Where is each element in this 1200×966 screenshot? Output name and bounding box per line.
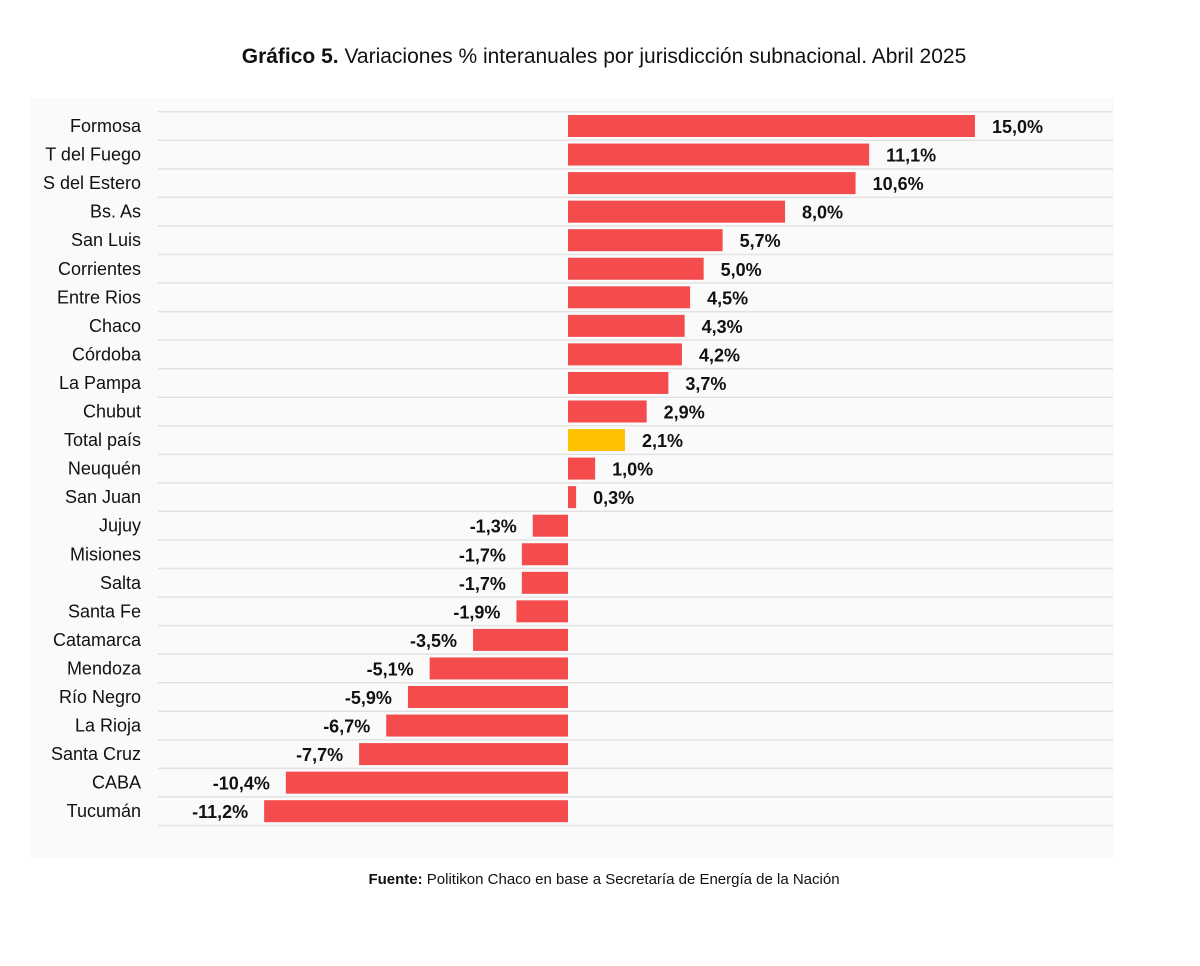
value-label: 3,7% bbox=[685, 374, 726, 394]
bar bbox=[568, 429, 625, 452]
value-label: 2,1% bbox=[642, 431, 683, 451]
bar bbox=[568, 457, 596, 480]
category-label: Bs. As bbox=[90, 202, 141, 222]
value-label: 1,0% bbox=[612, 460, 653, 480]
bar bbox=[516, 600, 568, 623]
category-label: Santa Fe bbox=[68, 601, 141, 621]
value-label: 11,1% bbox=[886, 146, 936, 166]
value-label: -1,7% bbox=[459, 574, 506, 594]
category-label: Total país bbox=[64, 430, 141, 450]
chart-title-prefix: Gráfico 5. bbox=[241, 45, 339, 68]
category-label: San Juan bbox=[65, 487, 141, 507]
value-label: -10,4% bbox=[213, 774, 270, 794]
category-label: Chubut bbox=[83, 402, 141, 422]
category-label: Formosa bbox=[70, 116, 142, 136]
bar bbox=[568, 115, 975, 137]
source-label: Fuente: bbox=[368, 871, 423, 888]
value-label: 4,5% bbox=[707, 288, 748, 308]
category-label: Catamarca bbox=[53, 630, 142, 650]
value-label: -6,7% bbox=[323, 717, 370, 737]
bar bbox=[285, 771, 568, 794]
value-label: -1,9% bbox=[453, 602, 500, 622]
category-label: Entre Rios bbox=[57, 287, 141, 307]
value-label: 4,2% bbox=[699, 345, 740, 365]
category-labels: Formosa T del Fuego S del Estero Bs. As San … bbox=[43, 116, 142, 821]
bar bbox=[386, 714, 568, 737]
category-label: San Luis bbox=[71, 230, 141, 250]
category-label: Córdoba bbox=[72, 344, 142, 364]
bar bbox=[568, 143, 870, 166]
category-label: T del Fuego bbox=[45, 145, 141, 165]
source-note: Fuente: Politikon Chaco en base a Secret… bbox=[0, 868, 1200, 892]
category-label: Neuquén bbox=[68, 459, 141, 479]
value-label: 4,3% bbox=[702, 317, 743, 337]
category-label: La Rioja bbox=[75, 716, 142, 736]
bar bbox=[568, 343, 682, 366]
bar bbox=[568, 229, 723, 252]
bars bbox=[264, 115, 975, 823]
bar bbox=[359, 743, 568, 766]
bar bbox=[568, 371, 669, 394]
value-label: 8,0% bbox=[802, 203, 843, 223]
bar bbox=[568, 286, 691, 309]
grid-lines bbox=[158, 110, 1113, 827]
value-labels: 15,0% 11,1% 10,6% 8,0% 5,7% 5,0% 4,5% 4,3% 4,2% 3… bbox=[192, 117, 1043, 822]
bar bbox=[429, 657, 568, 680]
value-label: -3,5% bbox=[410, 631, 457, 651]
bar bbox=[473, 628, 568, 651]
category-label: La Pampa bbox=[59, 373, 142, 393]
bar bbox=[264, 800, 568, 823]
value-label: 5,7% bbox=[740, 231, 781, 251]
value-label: -11,2% bbox=[192, 802, 248, 822]
category-label: S del Estero bbox=[43, 173, 141, 193]
bar bbox=[568, 257, 704, 280]
chart-title: Gráfico 5. Variaciones % interanuales po… bbox=[0, 42, 1200, 72]
value-label: 2,9% bbox=[664, 403, 705, 423]
bar bbox=[407, 686, 568, 708]
value-label: -5,9% bbox=[345, 688, 392, 708]
source-text: Politikon Chaco en base a Secretaría de … bbox=[426, 871, 840, 888]
category-label: CABA bbox=[92, 773, 141, 793]
value-label: 10,6% bbox=[873, 174, 924, 194]
category-label: Salta bbox=[100, 573, 142, 593]
value-label: 5,0% bbox=[721, 260, 762, 280]
category-label: Mendoza bbox=[67, 658, 142, 678]
category-label: Río Negro bbox=[59, 687, 141, 707]
value-label: -1,3% bbox=[470, 517, 517, 537]
chart-title-text: Variaciones % interanuales por jurisdicc… bbox=[344, 45, 967, 68]
bar bbox=[568, 172, 856, 195]
value-label: -7,7% bbox=[296, 745, 343, 765]
category-label: Chaco bbox=[89, 316, 141, 336]
bar bbox=[568, 314, 685, 337]
category-label: Tucumán bbox=[67, 801, 141, 821]
value-label: 15,0% bbox=[992, 117, 1043, 137]
bar bbox=[568, 200, 786, 223]
bar bbox=[568, 486, 577, 509]
value-label: 0,3% bbox=[593, 488, 634, 508]
category-label: Santa Cruz bbox=[51, 744, 141, 764]
bar bbox=[521, 571, 568, 594]
bar bbox=[521, 543, 568, 566]
value-label: -5,1% bbox=[367, 659, 414, 679]
bar bbox=[568, 400, 647, 423]
category-label: Misiones bbox=[70, 544, 141, 564]
category-label: Jujuy bbox=[99, 516, 141, 536]
value-label: -1,7% bbox=[459, 545, 506, 565]
bar bbox=[532, 514, 568, 537]
category-label: Corrientes bbox=[58, 259, 141, 279]
